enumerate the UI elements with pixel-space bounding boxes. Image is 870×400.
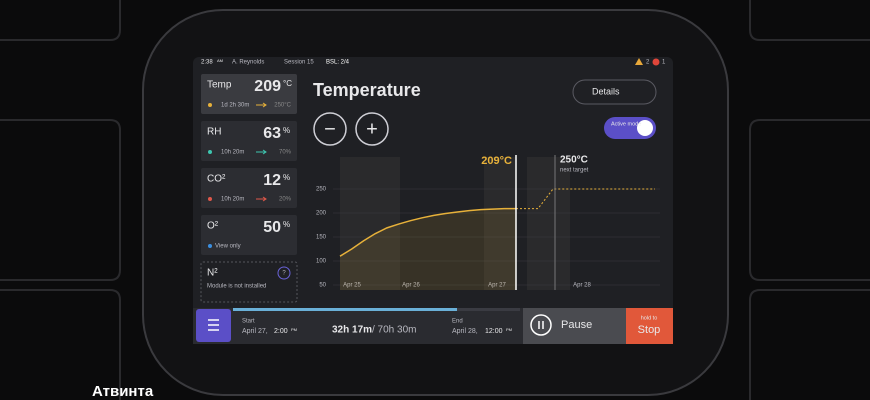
- card-note: Module is not installed: [207, 284, 266, 290]
- y-tick-label: 250: [316, 187, 327, 193]
- end-date: April 28,: [452, 328, 478, 335]
- toggle-knob: [637, 120, 653, 136]
- card-label: RH: [207, 127, 221, 138]
- card: [201, 215, 297, 255]
- pause-icon: [530, 314, 552, 336]
- card-note: View only: [215, 244, 241, 250]
- stop-button[interactable]: [626, 308, 673, 344]
- card: [201, 121, 297, 161]
- details-button[interactable]: [572, 79, 657, 105]
- plus-button[interactable]: [355, 112, 389, 146]
- card-value: 63: [263, 125, 281, 142]
- dot: [208, 244, 212, 248]
- x-tick-label: Apr 27: [488, 283, 506, 289]
- stop-hint: hold to: [641, 315, 658, 321]
- time: 2:38: [201, 60, 213, 66]
- brand: Атвинта: [92, 383, 154, 400]
- ampm: AM: [217, 58, 223, 63]
- pause-label: Pause: [561, 319, 592, 331]
- error-icon: [652, 58, 660, 66]
- area: [340, 208, 516, 290]
- elapsed: 32h 17m: [332, 325, 372, 336]
- card-label: Temp: [207, 80, 232, 91]
- target-label: 250°C: [560, 155, 588, 166]
- dot: [208, 150, 212, 154]
- errors: 1: [662, 60, 666, 66]
- card-unit: %: [283, 173, 290, 182]
- warning-icon: [635, 58, 643, 65]
- minus-label: −: [324, 118, 336, 140]
- card-elapsed: 1d 2h 30m: [221, 103, 249, 109]
- start-time: 2:00: [274, 328, 288, 335]
- card-label: O²: [207, 221, 219, 232]
- card-unit: %: [283, 220, 290, 229]
- card-value: 12: [263, 172, 281, 189]
- total: / 70h 30m: [372, 325, 416, 336]
- end-time: 12:00: [485, 328, 503, 335]
- details-label: Details: [592, 86, 620, 96]
- arrow: [256, 196, 267, 202]
- card-unit: °C: [283, 79, 292, 88]
- end-ampm: PM: [506, 327, 512, 332]
- title: Temperature: [313, 80, 421, 100]
- card-elapsed: 10h 20m: [221, 150, 244, 156]
- current-label: 209°C: [481, 155, 512, 167]
- x-tick-label: Apr 26: [402, 283, 420, 289]
- card: [201, 74, 297, 114]
- card-target: 250°C: [274, 103, 291, 109]
- band: [340, 157, 400, 290]
- user: A. Reynolds: [232, 60, 264, 66]
- y-tick-label: 100: [316, 259, 327, 265]
- plus-label: +: [366, 118, 378, 140]
- y-tick-label: 150: [316, 235, 327, 241]
- y-tick-label: 50: [319, 283, 326, 289]
- chart: 50 100 150 200 250 Apr 25 Apr 26 Apr 27 Apr 28 20…: [316, 155, 660, 290]
- card-value: 50: [263, 219, 281, 236]
- card-target: 20%: [279, 197, 292, 203]
- arrow: [256, 149, 267, 155]
- mode-label: Active mode: [611, 121, 641, 127]
- warnings: 2: [646, 60, 650, 66]
- band: [527, 157, 570, 290]
- help-label: ?: [282, 271, 286, 277]
- card-value: 209: [254, 78, 281, 95]
- band: [484, 157, 516, 290]
- card-label: CO²: [207, 174, 226, 185]
- stop-label: Stop: [638, 324, 661, 336]
- minus-button[interactable]: [313, 112, 347, 146]
- menu-icon: [208, 319, 219, 331]
- start-ampm: PM: [291, 327, 297, 332]
- bsl: BSL: 2/4: [326, 60, 350, 66]
- x-tick-label: Apr 28: [573, 283, 591, 289]
- pause-bars: [538, 321, 544, 329]
- line: [339, 207, 516, 257]
- session: Session 15: [284, 60, 314, 66]
- card-elapsed: 10h 20m: [221, 197, 244, 203]
- planned-line: [516, 188, 655, 210]
- cards: Temp 209 °C 1d 2h 30m 250°C RH 63 % 10h 20m 70% CO…: [200, 74, 298, 303]
- target-note: next target: [560, 168, 589, 174]
- card-target: 70%: [279, 150, 292, 156]
- start-date: April 27,: [242, 328, 268, 335]
- card: [201, 168, 297, 208]
- y-tick-label: 200: [316, 211, 327, 217]
- start-label: Start: [242, 319, 255, 325]
- dot: [208, 103, 212, 107]
- card: [200, 261, 298, 303]
- card-unit: %: [283, 126, 290, 135]
- help-icon: [277, 266, 291, 280]
- x-tick-label: Apr 25: [343, 283, 361, 289]
- arrow: [256, 102, 267, 108]
- end-label: End: [452, 319, 463, 325]
- pause-button[interactable]: [523, 308, 626, 344]
- card-label: N²: [207, 268, 218, 279]
- progress-fill: [233, 308, 457, 311]
- dot: [208, 197, 212, 201]
